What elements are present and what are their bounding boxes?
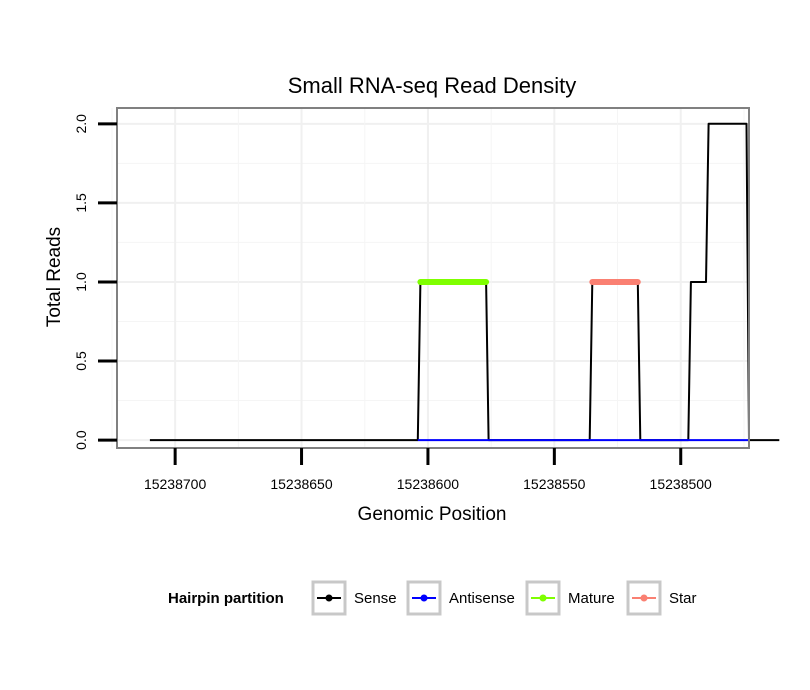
y-tick-label: 0.5 — [73, 351, 89, 371]
y-tick-label: 2.0 — [73, 114, 89, 134]
x-tick-label: 15238600 — [397, 476, 460, 492]
grid-layer — [111, 108, 749, 448]
x-axis-title: Genomic Position — [358, 504, 507, 525]
legend-key-dot — [539, 594, 547, 602]
x-axis: 15238700 15238650 15238600 15238550 15238500 — [144, 448, 712, 492]
series-layer — [149, 122, 780, 442]
x-tick-label: 15238500 — [650, 476, 713, 492]
x-tick-label: 15238550 — [523, 476, 586, 492]
y-tick-label: 1.5 — [73, 193, 89, 213]
x-tick-label: 15238650 — [270, 476, 333, 492]
legend-key-dot — [325, 594, 333, 602]
legend-title: Hairpin partition — [168, 590, 284, 607]
x-tick-label: 15238700 — [144, 476, 207, 492]
y-axis-title: Total Reads — [44, 227, 65, 327]
legend-label-antisense: Antisense — [449, 590, 515, 607]
legend-label-mature: Mature — [568, 590, 615, 607]
y-tick-label: 1.0 — [73, 272, 89, 292]
y-tick-label: 0.0 — [73, 430, 89, 450]
legend: Hairpin partition Sense Antisense Mature Sta… — [168, 580, 697, 616]
chart-title: Small RNA-seq Read Density — [288, 73, 577, 98]
y-axis: 0.0 0.5 1.0 1.5 2.0 — [73, 114, 117, 450]
legend-label-sense: Sense — [354, 590, 397, 607]
legend-key-dot — [640, 594, 648, 602]
legend-label-star: Star — [669, 590, 697, 607]
plot-panel-border — [116, 107, 750, 449]
legend-key-dot — [420, 594, 428, 602]
